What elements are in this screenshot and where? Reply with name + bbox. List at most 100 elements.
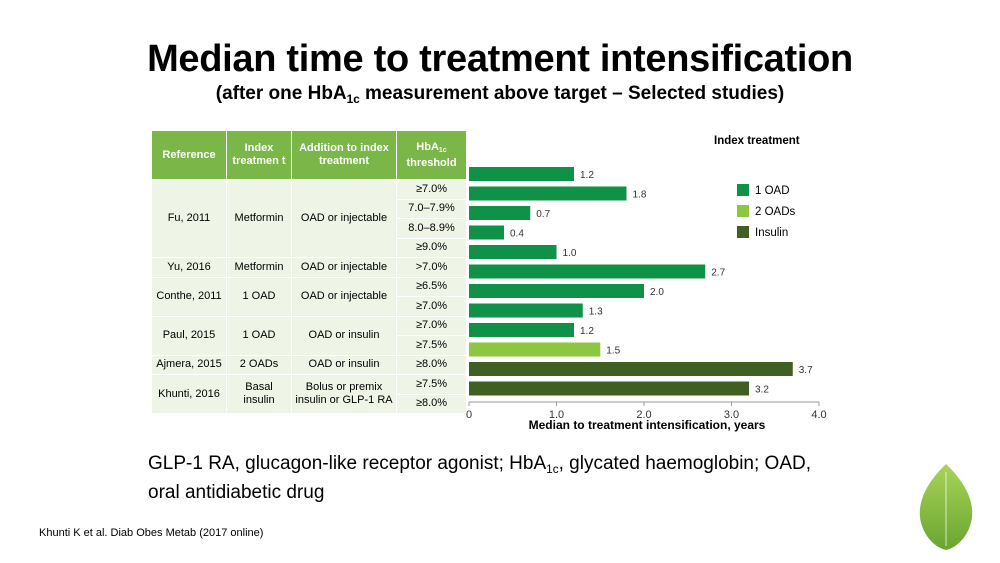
legend-swatch — [737, 226, 749, 238]
slide-title: Median time to treatment intensification — [147, 38, 853, 80]
bar-value-label: 2.7 — [711, 268, 725, 279]
header-threshold-main: HbA — [416, 140, 439, 153]
bar-value-label: 0.7 — [536, 209, 550, 220]
cell-index-treatment: 1 OAD — [226, 315, 292, 356]
bar-value-label: 1.2 — [580, 326, 594, 337]
header-index-treatment: Index treatmen t — [226, 130, 292, 180]
legend-title: Index treatment — [714, 135, 800, 147]
bar — [469, 186, 627, 201]
cell-index-treatment: 2 OADs — [226, 354, 292, 375]
table-row: Fu, 2011 Metformin OAD or injectable ≥7.0% — [151, 179, 467, 258]
footnote-line2: oral antidiabetic drug — [148, 482, 325, 504]
legend: 1 OAD 2 OADs Insulin — [737, 184, 796, 239]
table-body: Fu, 2011 Metformin OAD or injectable ≥7.0% 7… — [151, 179, 467, 414]
table-row: 8.0–8.9% — [152, 218, 467, 239]
cell-index-treatment: Metformin — [226, 257, 292, 278]
bar — [469, 167, 574, 181]
bar-value-label: 3.2 — [755, 385, 769, 396]
table-header-row: Reference Index treatmen t Addition to i… — [151, 130, 467, 180]
cell-threshold: ≥6.5% — [396, 276, 467, 297]
table-row: ≥8.0% — [152, 393, 467, 414]
x-tick-label: 4.0 — [811, 409, 826, 421]
bar — [469, 206, 531, 220]
table-row: Yu, 2016 Metformin OAD or injectable >7.0% — [151, 257, 467, 278]
legend-swatch — [737, 184, 749, 196]
cell-reference: Conthe, 2011 — [151, 276, 227, 317]
bar-value-label: 3.7 — [799, 365, 813, 376]
header-threshold-sub: 1c — [438, 146, 447, 154]
subtitle-prefix: (after one HbA — [215, 83, 347, 104]
cell-threshold: ≥8.0% — [396, 354, 467, 375]
footnote-part2: , glycated haemoglobin; OAD, — [558, 453, 812, 474]
cell-index-treatment: Basal insulin — [226, 374, 292, 414]
cell-addition: OAD or insulin — [291, 354, 397, 375]
bar-value-label: 1.3 — [589, 307, 603, 318]
bar-chart: 1.2 1.8 0.7 0.4 1.0 2.7 2.0 1.3 1.2 1.5 3.7 3.2 0 1.… — [466, 135, 827, 432]
header-addition: Addition to index treatment — [291, 130, 397, 180]
bar — [469, 284, 644, 298]
cell-index-treatment: Metformin — [226, 179, 292, 258]
footnote: GLP-1 RA, glucagon-like receptor agonist… — [148, 452, 811, 504]
studies-table: Reference Index treatmen t Addition to i… — [151, 130, 467, 414]
table-row: Paul, 2015 1 OAD OAD or insulin ≥7.0% — [151, 315, 467, 356]
cell-threshold: ≥9.0% — [396, 237, 467, 258]
cell-threshold: ≥7.0% — [396, 179, 467, 200]
cell-reference: Ajmera, 2015 — [151, 354, 227, 375]
cell-reference: Fu, 2011 — [151, 179, 227, 258]
cell-threshold: 7.0–7.9% — [396, 198, 467, 219]
cell-addition: OAD or insulin — [291, 315, 397, 356]
bar — [469, 381, 749, 396]
header-reference: Reference — [151, 130, 227, 180]
cell-threshold: ≥7.5% — [396, 374, 467, 395]
legend-label: 1 OAD — [755, 185, 790, 197]
footnote-part1: GLP-1 RA, glucagon-like receptor agonist… — [148, 453, 547, 474]
bar — [469, 323, 574, 337]
x-axis-title: Median to treatment intensification, yea… — [529, 418, 766, 432]
cell-addition: OAD or injectable — [291, 257, 397, 278]
cell-threshold: 8.0–8.9% — [396, 218, 467, 239]
table-row: Conthe, 2011 1 OAD OAD or injectable ≥6.5% — [151, 276, 467, 317]
cell-reference: Khunti, 2016 — [151, 374, 227, 414]
slide-subtitle: (after one HbA1c measurement above targe… — [0, 83, 1000, 106]
bar-value-label: 1.0 — [563, 248, 577, 259]
cell-threshold: ≥7.5% — [396, 335, 467, 356]
citation: Khunti K et al. Diab Obes Metab (2017 on… — [39, 527, 264, 539]
cell-reference: Paul, 2015 — [151, 315, 227, 356]
cell-addition: OAD or injectable — [291, 276, 397, 317]
table-row: ≥9.0% — [152, 237, 467, 258]
bar-value-label: 0.4 — [510, 229, 524, 240]
cell-addition: Bolus or premix insulin or GLP-1 RA — [291, 374, 397, 414]
legend-label: Insulin — [755, 227, 788, 239]
subtitle-suffix: measurement above target – Selected stud… — [359, 83, 785, 104]
subtitle-subscript: 1c — [346, 93, 360, 107]
bar — [469, 303, 583, 318]
bar-value-label: 1.2 — [580, 170, 594, 181]
table-row: Khunti, 2016 Basal insulin Bolus or premix… — [151, 374, 467, 414]
legend-label: 2 OADs — [755, 206, 796, 218]
cell-threshold: ≥7.0% — [396, 315, 467, 336]
cell-addition: OAD or injectable — [291, 179, 397, 258]
table-row: Ajmera, 2015 2 OADs OAD or insulin ≥8.0% — [151, 354, 467, 375]
bar-labels-group: 1.2 1.8 0.7 0.4 1.0 2.7 2.0 1.3 1.2 1.5 3.7 3.2 — [510, 170, 813, 396]
x-ticks-group: 0 1.0 2.0 3.0 4.0 — [466, 402, 827, 421]
bar — [469, 362, 793, 376]
legend-swatch — [737, 205, 749, 217]
header-threshold: HbA1c threshold — [396, 130, 467, 180]
x-tick-label: 3.0 — [724, 409, 739, 421]
header-threshold-suffix: threshold — [406, 156, 457, 169]
leaf-logo — [919, 464, 973, 550]
cell-reference: Yu, 2016 — [151, 257, 227, 278]
x-tick-label: 2.0 — [636, 409, 651, 421]
bar — [469, 245, 557, 259]
bars-group — [469, 167, 793, 396]
table-row: 7.0–7.9% — [152, 198, 467, 219]
bar-value-label: 1.8 — [633, 190, 647, 201]
bar — [469, 225, 504, 240]
bar-value-label: 2.0 — [650, 287, 664, 298]
cell-threshold: >7.0% — [396, 257, 467, 278]
bar — [469, 264, 706, 279]
cell-threshold: ≥8.0% — [396, 393, 467, 414]
bar — [469, 342, 601, 357]
x-tick-label: 0 — [466, 409, 472, 421]
bar-value-label: 1.5 — [606, 346, 620, 357]
